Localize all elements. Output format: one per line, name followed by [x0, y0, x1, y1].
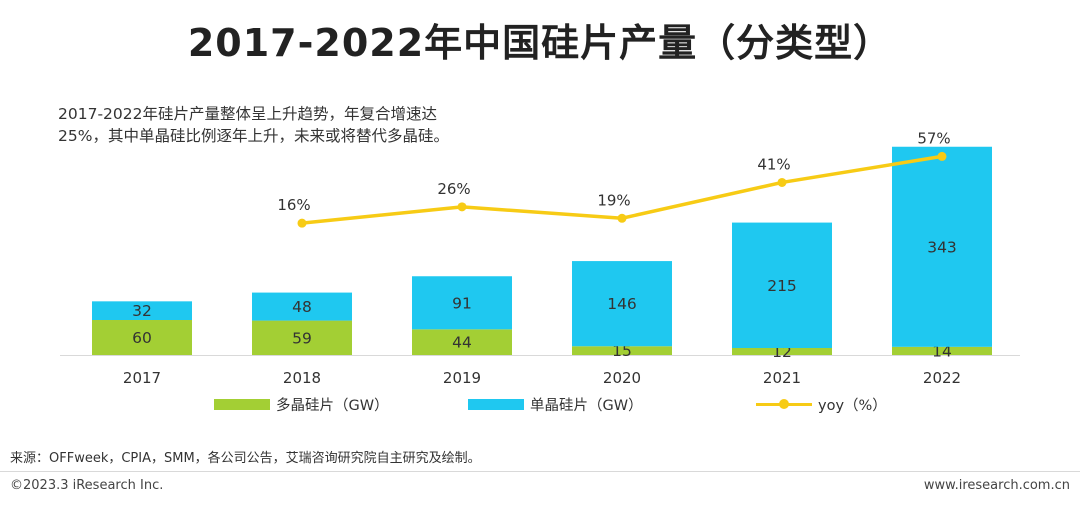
stacked-bar-line-chart: 6032201759482018449120191514620201221520… [60, 129, 1020, 387]
bar-label-mono-2017: 32 [132, 302, 152, 320]
bar-label-mono-2020: 146 [607, 295, 637, 313]
bar-poly-2021 [732, 348, 832, 355]
yoy-line [301, 154, 943, 225]
chart-note-line-1: 2017-2022年硅片产量整体呈上升趋势，年复合增速达 [58, 105, 437, 123]
yoy-label-2021: 41% [757, 155, 790, 173]
yoy-point-2020 [617, 213, 627, 223]
bar-label-mono-2018: 48 [292, 298, 312, 316]
x-tick-label-2022: 2022 [923, 369, 961, 387]
legend-mono: 单晶硅片（GW） [468, 394, 643, 414]
bar-label-poly-2017: 60 [132, 329, 152, 347]
bar-poly-2019 [412, 329, 512, 355]
yoy-label-2019: 26% [437, 180, 470, 198]
copyright: ©2023.3 iResearch Inc. [10, 478, 164, 493]
yoy-point-2022 [937, 151, 947, 161]
yoy-point-2021 [777, 177, 787, 187]
page-title: 2017-2022年中国硅片产量（分类型） [187, 21, 893, 65]
bar-label-poly-2018: 59 [292, 329, 312, 347]
legend-yoy-line-marker [756, 398, 812, 410]
footer-divider [0, 471, 1080, 472]
bar-label-poly-2022: 14 [932, 342, 952, 360]
bar-mono-2017 [92, 301, 192, 320]
yoy-point-2018 [297, 218, 307, 228]
yoy-label-2022: 57% [917, 129, 950, 147]
legend-poly: 多晶硅片（GW） [214, 394, 389, 414]
x-tick-label-2019: 2019 [443, 369, 481, 387]
source-note: 来源：OFFweek，CPIA，SMM，各公司公告，艾瑞咨询研究院自主研究及绘制… [10, 451, 481, 466]
bar-poly-2018 [252, 320, 352, 355]
website-link[interactable]: www.iresearch.com.cn [923, 478, 1070, 493]
x-tick-label-2021: 2021 [763, 369, 801, 387]
bar-poly-2017 [92, 320, 192, 355]
x-tick-label-2020: 2020 [603, 369, 641, 387]
legend-yoy: yoy（%） [756, 394, 887, 414]
legend-poly-swatch [214, 398, 270, 410]
bar-mono-2021 [732, 222, 832, 348]
legend-yoy-label: yoy（%） [818, 397, 887, 414]
bar-label-mono-2019: 91 [452, 294, 472, 312]
bar-label-poly-2019: 44 [452, 334, 472, 352]
x-tick-label-2018: 2018 [283, 369, 321, 387]
bar-label-mono-2021: 215 [767, 277, 797, 295]
bar-mono-2020 [572, 261, 672, 347]
bar-poly-2020 [572, 346, 672, 355]
yoy-point-2019 [457, 202, 467, 212]
bar-mono-2018 [252, 292, 352, 321]
bar-mono-2022 [892, 146, 992, 347]
yoy-label-2020: 19% [597, 191, 630, 209]
yoy-label-2018: 16% [277, 196, 310, 214]
x-tick-label-2017: 2017 [123, 369, 161, 387]
legend-mono-swatch [468, 398, 524, 410]
bar-label-mono-2022: 343 [927, 238, 957, 256]
chart-note: 2017-2022年硅片产量整体呈上升趋势，年复合增速达 25%，其中单晶硅比例… [58, 103, 528, 147]
legend-mono-label: 单晶硅片（GW） [530, 397, 643, 414]
bar-label-poly-2020: 15 [612, 342, 632, 360]
legend-poly-label: 多晶硅片（GW） [276, 397, 389, 414]
chart-note-line-2: 25%，其中单晶硅比例逐年上升，未来或将替代多晶硅。 [58, 127, 449, 145]
bar-poly-2022 [892, 346, 992, 355]
bar-mono-2019 [412, 276, 512, 330]
